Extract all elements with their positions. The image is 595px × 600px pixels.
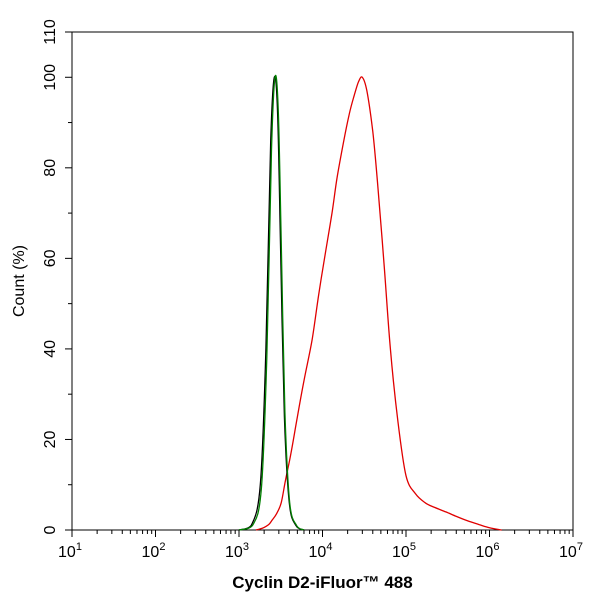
y-tick-label: 0 — [42, 525, 59, 534]
y-tick-label: 80 — [42, 159, 59, 177]
y-axis-ticks: 0 20 40 60 80 100 110 — [42, 19, 72, 534]
x-tick-label: 103 — [225, 541, 249, 561]
series-layer — [238, 74, 502, 531]
series-line-3 — [238, 74, 305, 531]
x-tick-label: 102 — [142, 541, 166, 561]
series-line-1 — [255, 76, 502, 531]
y-tick-label: 110 — [42, 19, 59, 45]
x-axis-label: Cyclin D2-iFluor™ 488 — [232, 573, 412, 592]
y-tick-label: 100 — [42, 64, 59, 91]
y-tick-label: 20 — [42, 430, 59, 448]
y-axis-label: Count (%) — [11, 245, 28, 317]
x-axis-ticks: 101 102 103 104 105 106 107 — [58, 530, 583, 561]
y-tick-label: 40 — [42, 340, 59, 358]
y-tick-label: 60 — [42, 249, 59, 267]
x-tick-label: 107 — [559, 541, 583, 561]
x-tick-label: 106 — [476, 541, 500, 561]
x-tick-label: 101 — [58, 541, 82, 561]
x-tick-label: 104 — [309, 541, 333, 561]
plot-frame — [71, 31, 574, 531]
x-tick-label: 105 — [392, 541, 416, 561]
